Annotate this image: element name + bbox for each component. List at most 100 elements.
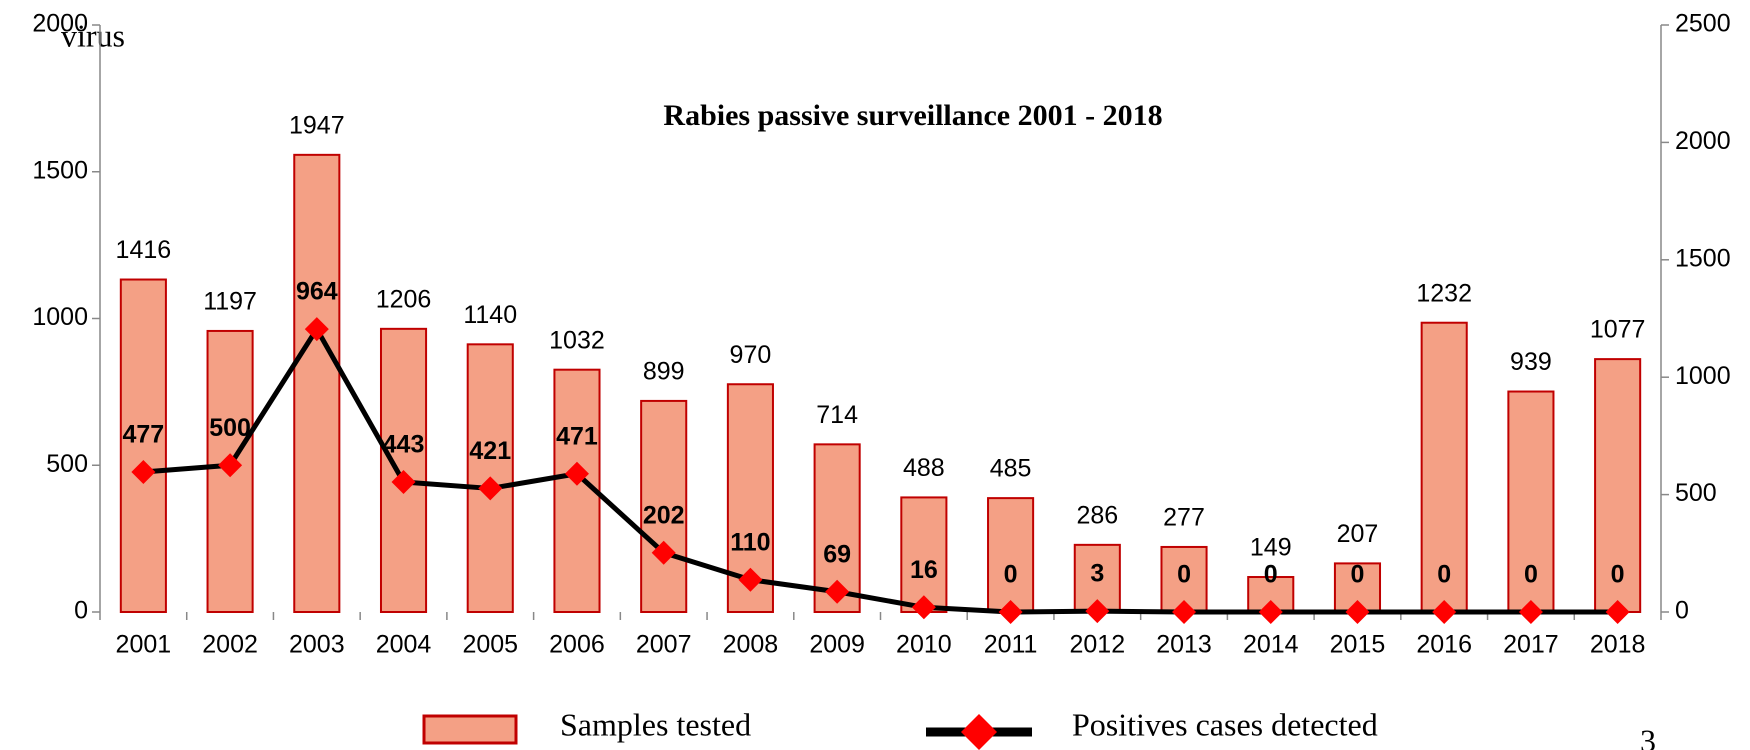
line-value-label: 443 [383,431,425,459]
x-tick-label: 2006 [549,631,605,659]
line-value-label: 0 [1177,561,1191,589]
bar-value-label: 1032 [549,326,605,354]
line-value-label: 500 [209,414,251,442]
x-tick-label: 2012 [1069,631,1125,659]
x-tick-label: 2002 [202,631,258,659]
bar [900,496,948,613]
x-tick-label: 2008 [723,631,779,659]
line-value-label: 0 [1004,561,1018,589]
y-tick-label: 1500 [32,156,88,184]
line-marker [1518,600,1543,624]
line-value-label: 3 [1090,560,1104,588]
bar-value-label: 899 [643,358,685,386]
y2-tick-label: 500 [1675,479,1717,507]
y2-tick-label: 0 [1675,597,1689,625]
x-tick-label: 2014 [1243,631,1299,659]
line-value-label: 202 [643,501,685,529]
bar-value-label: 1947 [289,111,345,139]
x-tick-label: 2016 [1416,631,1472,659]
bar [640,399,688,613]
legend-swatch-bar [422,714,518,745]
line-value-label: 0 [1437,561,1451,589]
bar-value-label: 1232 [1416,279,1472,307]
line-marker [218,453,243,478]
legend-swatch-marker [961,714,997,750]
bar-value-label: 488 [903,454,945,482]
x-tick-label: 2003 [289,631,345,659]
line-value-label: 110 [730,528,770,556]
line-marker [1258,600,1283,624]
line-value-label: 964 [296,278,338,306]
y-tick-label: 0 [74,597,88,625]
line-marker [651,540,676,565]
line-marker [1432,600,1457,624]
bar-value-label: 939 [1510,348,1552,376]
x-tick-label: 2018 [1590,631,1646,659]
bar-value-label: 485 [990,455,1032,483]
page-number: 3 [1640,722,1656,750]
line-marker [1172,600,1197,624]
line-marker [1345,600,1370,624]
line-value-label: 0 [1524,561,1538,589]
bar-value-label: 286 [1076,501,1118,529]
x-tick-label: 2010 [896,631,952,659]
x-tick-label: 2005 [462,631,518,659]
x-tick-label: 2009 [809,631,865,659]
line-marker [478,476,503,501]
chart-title: Rabies passive surveillance 2001 - 2018 [663,99,1162,132]
bar-value-label: 149 [1250,534,1292,562]
bar-value-label: 970 [730,341,772,369]
line-marker [911,595,936,620]
bar [987,497,1035,614]
line [143,326,1618,615]
x-tick-label: 2004 [376,631,432,659]
text-fragment: virus [61,17,125,53]
line-value-label: 421 [469,437,511,465]
x-tick-label: 2015 [1330,631,1386,659]
y-tick-label: 500 [46,450,88,478]
bar [1594,358,1642,613]
line-value-label: 0 [1611,561,1625,589]
bar [119,278,167,613]
bar-value-label: 207 [1337,520,1379,548]
line-value-label: 16 [910,556,938,584]
bar [1333,562,1382,614]
y2-tick-label: 2500 [1675,10,1731,38]
line-value-label: 477 [123,421,165,449]
bar [553,368,601,613]
line-marker [1085,599,1110,624]
line-marker [564,461,589,486]
bar-value-label: 714 [816,401,858,429]
y-tick-label: 2000 [32,10,88,38]
line-value-label: 0 [1264,561,1278,589]
bar-value-label: 277 [1163,504,1205,532]
line-marker [304,317,329,342]
bar-value-label: 1416 [116,236,172,264]
legend-label: Samples tested [560,706,751,742]
y-tick-label: 1000 [32,303,88,331]
legend-label: Positives cases detected [1072,706,1378,742]
y2-tick-label: 1500 [1675,244,1731,272]
x-tick-label: 2011 [984,631,1038,659]
x-tick-label: 2001 [116,631,172,659]
line-marker [998,600,1023,624]
line-value-label: 69 [823,540,851,568]
x-tick-label: 2007 [636,631,692,659]
x-tick-label: 2013 [1156,631,1212,659]
bar-value-label: 1206 [376,285,432,313]
line-marker [738,567,763,592]
bar-value-label: 1077 [1590,316,1646,344]
bar [293,153,341,614]
x-tick-label: 2017 [1503,631,1559,659]
bar [1507,390,1555,613]
bar-value-label: 1140 [463,301,517,329]
y2-tick-label: 2000 [1675,127,1731,155]
line-value-label: 0 [1351,561,1365,589]
line-marker [1605,600,1630,624]
line-marker [391,469,416,494]
bar-value-label: 1197 [203,288,257,316]
line-value-label: 471 [556,422,598,450]
line-marker [131,460,156,485]
line-marker [825,579,850,604]
